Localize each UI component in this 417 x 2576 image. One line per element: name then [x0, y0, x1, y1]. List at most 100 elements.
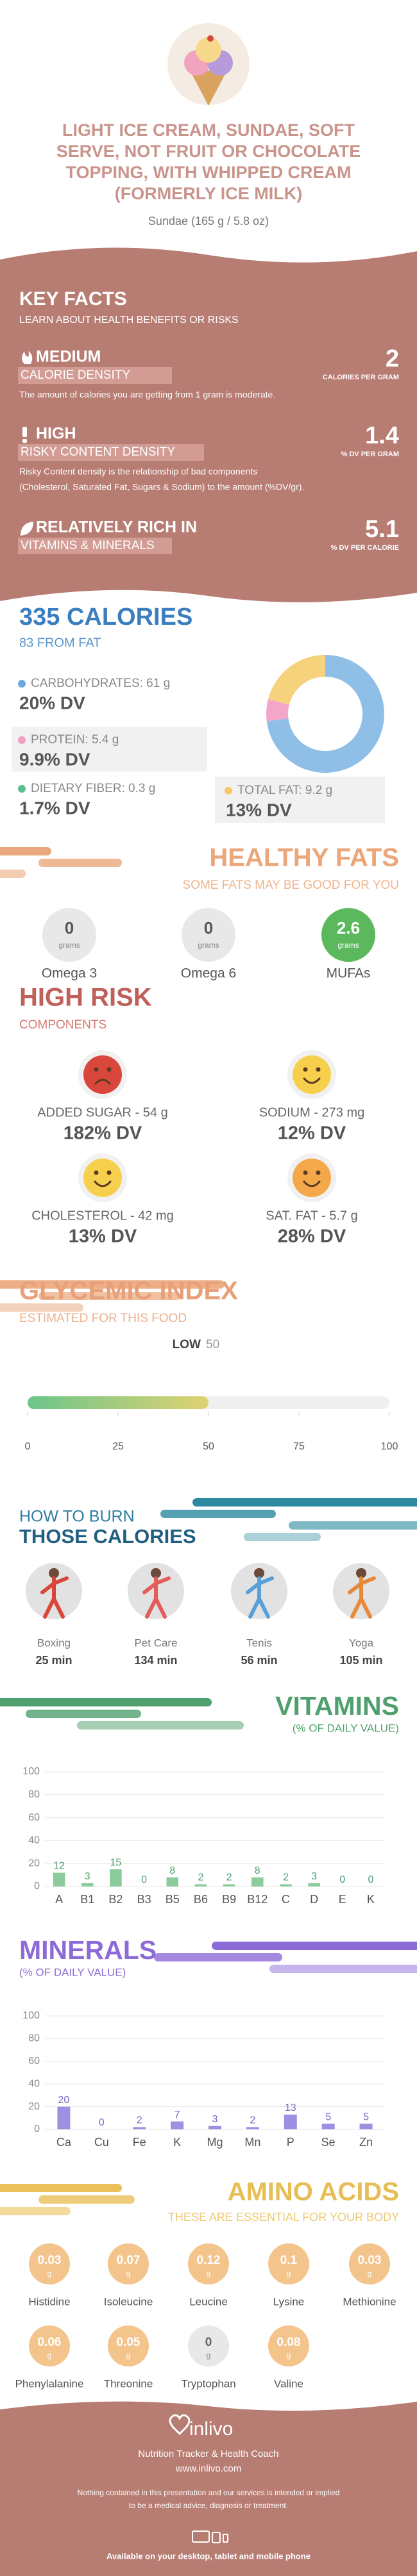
value-circle	[29, 2325, 70, 2366]
available: Available on your desktop, tablet and mo…	[106, 2551, 311, 2561]
y-tick-label: 0	[34, 2124, 40, 2134]
x-tick-label: Zn	[359, 2136, 373, 2149]
eye	[316, 1067, 321, 1072]
x-tick-label: B5	[166, 1893, 180, 1906]
figure-head	[356, 1568, 366, 1578]
y-tick-label: 100	[22, 2010, 40, 2021]
bar	[57, 2106, 71, 2129]
decor-stripe	[0, 1303, 83, 1312]
title: LIGHT ICE CREAM, SUNDAE, SOFT	[62, 120, 355, 140]
highlight	[18, 538, 172, 554]
x-tick-label: Mg	[207, 2136, 223, 2149]
name: Tryptophan	[181, 2377, 235, 2390]
value-label: 2	[137, 2115, 142, 2126]
value-label: 0	[368, 1874, 373, 1885]
activity-time: 105 min	[339, 1654, 382, 1667]
value-label: 0	[339, 1874, 345, 1885]
value-label: 2	[226, 1872, 232, 1883]
title: (FORMERLY ICE MILK)	[115, 184, 303, 203]
section-subtitle: COMPONENTS	[19, 1018, 106, 1032]
mouth	[303, 1077, 321, 1084]
unit: grams	[58, 941, 80, 950]
x-tick-label: Cu	[94, 2136, 109, 2149]
disclaimer: to be a medical advice, diagnosis or tre…	[129, 2501, 288, 2510]
donut-segment	[266, 699, 289, 722]
name: Phenylalanine	[15, 2377, 84, 2390]
x-tick-label: Ca	[56, 2136, 72, 2149]
bar	[280, 1884, 292, 1887]
x-tick-label: B12	[247, 1893, 268, 1906]
activity-name: Tenis	[246, 1637, 272, 1649]
figure-body	[142, 1576, 171, 1619]
face	[293, 1055, 331, 1094]
macro-dv: 13% DV	[226, 800, 292, 820]
decor-stripe	[77, 1721, 244, 1730]
value-label: 15	[110, 1857, 122, 1868]
section-title: MINERALS	[19, 1935, 157, 1965]
value-circle	[268, 2243, 309, 2284]
face	[83, 1159, 122, 1197]
x-tick-label: 50	[203, 1441, 214, 1452]
value: 0.1	[280, 2254, 298, 2267]
name: Isoleucine	[104, 2295, 153, 2308]
value-label: 2	[283, 1872, 289, 1883]
name: Lysine	[273, 2295, 305, 2308]
name: VITAMINS & MINERALS	[21, 539, 155, 552]
value: 0.12	[197, 2254, 221, 2267]
section-title: HIGH RISK	[19, 984, 152, 1012]
x-tick-label: Fe	[133, 2136, 146, 2149]
name: Methionine	[343, 2295, 396, 2308]
section-subtitle: 83 FROM FAT	[19, 636, 101, 650]
key-facts-background	[0, 247, 417, 602]
activity-time: 56 min	[241, 1654, 277, 1667]
face	[83, 1055, 122, 1094]
value-label: 8	[255, 1865, 260, 1876]
value: 0.03	[38, 2254, 62, 2267]
row-background	[12, 727, 207, 772]
unit: % DV PER CALORIE	[331, 544, 399, 552]
y-tick-label: 40	[28, 1835, 40, 1846]
section-subtitle: ESTIMATED FOR THIS FOOD	[19, 1312, 187, 1325]
bar	[321, 2124, 335, 2129]
section-title: THOSE CALORIES	[19, 1525, 196, 1548]
section-subtitle: (% OF DAILY VALUE)	[19, 1966, 126, 1978]
row-background	[215, 777, 385, 823]
face	[293, 1159, 331, 1197]
risk-dv: 12% DV	[278, 1123, 346, 1144]
brand: inlivo	[189, 2418, 233, 2440]
value-label: 7	[174, 2110, 180, 2120]
activity-name: Yoga	[349, 1637, 374, 1649]
y-tick-label: 60	[28, 2056, 40, 2067]
name: MUFAs	[327, 966, 371, 981]
value: 0.05	[117, 2336, 140, 2349]
eye	[94, 1170, 99, 1175]
x-tick-label: C	[282, 1893, 290, 1906]
x-tick-label: 75	[293, 1441, 305, 1452]
risk-label: SODIUM - 273 mg	[259, 1105, 364, 1119]
serving: Sundae (165 g / 5.8 oz)	[148, 215, 269, 227]
eye	[303, 1170, 308, 1175]
figure-body	[246, 1576, 274, 1619]
figure-body	[348, 1576, 376, 1619]
level: HIGH	[36, 425, 76, 443]
y-tick-label: 80	[28, 2033, 40, 2044]
value: 1.4	[365, 422, 399, 449]
activity-time: 134 min	[134, 1654, 177, 1667]
section-title: GLYCEMIC INDEX	[19, 1277, 238, 1305]
unit: g	[368, 2269, 372, 2278]
activity-name: Pet Care	[134, 1637, 177, 1649]
decor-stripe	[26, 1710, 141, 1718]
eye	[303, 1067, 308, 1072]
unit: g	[47, 2351, 52, 2360]
value-circle	[42, 908, 96, 962]
eye	[94, 1067, 99, 1072]
risk-dv: 182% DV	[64, 1123, 142, 1144]
x-tick-label: P	[287, 2136, 294, 2149]
x-tick-label: 25	[112, 1441, 124, 1452]
mouth	[94, 1180, 112, 1187]
decor-stripe	[0, 2207, 71, 2215]
macro-dv: 9.9% DV	[19, 749, 90, 769]
risk-label: ADDED SUGAR - 54 g	[37, 1105, 167, 1119]
bar	[194, 1884, 207, 1887]
gauge-fill	[28, 1396, 208, 1409]
